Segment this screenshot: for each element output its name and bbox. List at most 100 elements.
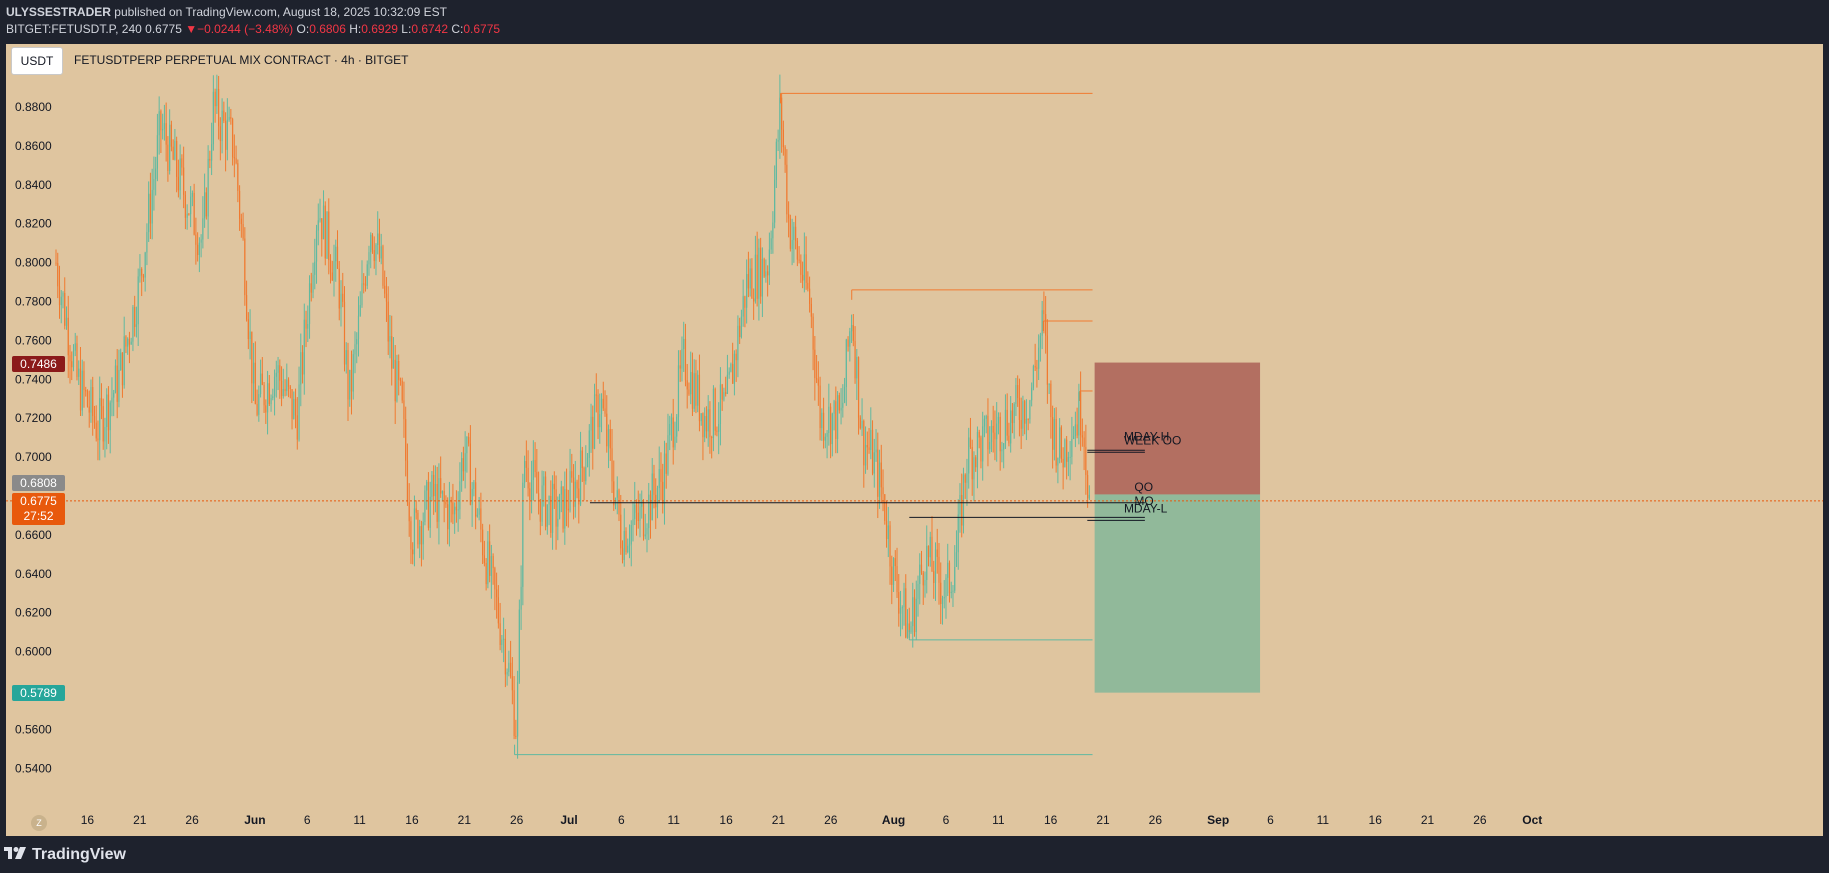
down-candle-body: [328, 211, 330, 261]
y-tick-label: 0.7600: [15, 333, 52, 347]
up-candle-body: [259, 373, 262, 395]
up-candle-body: [1059, 427, 1061, 458]
down-candle-body: [859, 417, 861, 429]
up-candle-body: [1074, 424, 1076, 437]
tradingview-logo-text[interactable]: TradingView: [32, 846, 126, 863]
down-candle-body: [980, 437, 982, 462]
down-candle-body: [67, 317, 69, 356]
up-candle-body: [1031, 387, 1033, 401]
down-candle-body: [214, 91, 216, 107]
down-candle-body: [287, 379, 290, 387]
chart-panel[interactable]: 0.8800 0.8600 0.8400 0.8200 0.8000 0.7800 0.76…: [6, 44, 1823, 836]
up-candle-body: [826, 433, 828, 437]
down-candle-body: [1050, 383, 1052, 418]
author-name[interactable]: ULYSSESTRADER: [6, 5, 111, 19]
down-candle-body: [948, 562, 951, 594]
down-candle-body: [410, 521, 412, 550]
up-candle-body: [590, 416, 592, 431]
down-candle-body: [553, 483, 555, 490]
down-candle-body: [403, 400, 405, 420]
down-candle-body: [412, 549, 414, 555]
up-candle-body: [772, 222, 774, 239]
up-candle-body: [169, 124, 171, 171]
down-candle-body: [1046, 335, 1048, 385]
down-candle-body: [868, 447, 870, 450]
up-candle-body: [1015, 384, 1017, 404]
up-candle-body: [520, 586, 522, 610]
open-value: 0.6806: [309, 22, 346, 36]
down-candle-body: [975, 457, 977, 468]
zoom-reset-icon[interactable]: Z: [31, 815, 47, 831]
down-candle-body: [93, 416, 96, 423]
y-tick-label: 0.8200: [15, 217, 52, 231]
up-candle-body: [441, 490, 444, 494]
x-tick-label: 26: [510, 813, 524, 827]
x-tick-label: 11: [1317, 813, 1330, 827]
up-candle-body: [730, 364, 732, 372]
down-candle-body: [994, 432, 996, 440]
up-candle-body: [1029, 400, 1031, 420]
down-candle-body: [698, 374, 701, 422]
x-tick-label: 26: [185, 813, 199, 827]
symbol-name[interactable]: BITGET:FETUSDT.P, 240: [6, 22, 142, 36]
last-price: 0.6775: [145, 22, 182, 36]
price-chart[interactable]: 0.8800 0.8600 0.8400 0.8200 0.8000 0.7800 0.76…: [6, 44, 1823, 836]
up-candle-body: [298, 384, 300, 440]
up-candle-body: [740, 316, 743, 338]
up-candle-body: [774, 179, 776, 223]
down-candle-body: [767, 271, 769, 276]
down-candle-body: [751, 268, 753, 299]
down-candle-body: [1027, 419, 1029, 421]
up-candle-body: [950, 591, 952, 594]
down-candle-body: [279, 365, 281, 381]
down-candle-body: [835, 401, 837, 439]
up-candle-body: [779, 97, 781, 141]
down-candle-body: [838, 395, 840, 411]
down-candle-body: [343, 301, 346, 365]
up-candle-body: [733, 353, 736, 384]
y-tick-label: 0.5600: [15, 722, 52, 736]
down-candle-body: [798, 259, 800, 261]
down-candle-body: [69, 355, 71, 362]
y-tick-label: 0.7800: [15, 295, 52, 309]
up-candle-body: [434, 483, 437, 497]
up-candle-body: [326, 211, 328, 259]
up-candle-body: [968, 437, 970, 474]
tradingview-logo-icon[interactable]: [4, 846, 26, 864]
up-candle-body: [123, 336, 125, 386]
up-candle-body: [366, 264, 368, 286]
down-candle-body: [702, 413, 704, 438]
down-candle-body: [938, 556, 940, 583]
up-candle-body: [989, 442, 991, 450]
down-candle-body: [739, 325, 741, 338]
y-tick-label: 0.6200: [15, 606, 52, 620]
up-candle-body: [74, 343, 76, 351]
down-candle-body: [193, 192, 195, 235]
up-candle-body: [873, 452, 875, 474]
currency-button[interactable]: USDT: [11, 47, 63, 75]
target-price-badge: 0.5789: [12, 685, 65, 701]
down-candle-body: [468, 436, 470, 444]
up-candle-body: [202, 218, 204, 240]
up-candle-body: [315, 230, 318, 262]
up-candle-body: [966, 473, 968, 483]
x-tick-label: Jul: [560, 813, 577, 827]
up-candle-body: [389, 336, 391, 342]
up-candle-body: [982, 426, 984, 462]
down-candle-body: [572, 477, 575, 507]
up-candle-body: [179, 158, 181, 191]
down-candle-body: [613, 481, 615, 506]
up-candle-body: [917, 583, 919, 599]
up-candle-body: [574, 481, 576, 507]
down-candle-body: [744, 296, 746, 308]
x-tick-label: 16: [719, 813, 733, 827]
down-candle-body: [79, 368, 82, 411]
down-candle-body: [480, 508, 482, 530]
down-candle-body: [398, 360, 400, 380]
up-candle-body: [471, 488, 473, 505]
down-candle-body: [387, 301, 389, 342]
down-candle-body: [378, 233, 381, 259]
up-candle-body: [375, 244, 377, 262]
down-candle-body: [866, 444, 868, 448]
close-label: C:: [451, 22, 464, 36]
